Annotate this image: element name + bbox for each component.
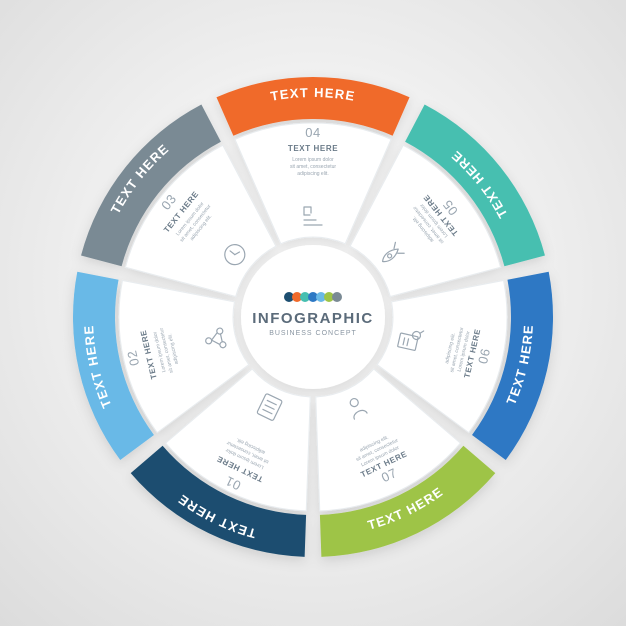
segment-body-line: adipiscing elit. <box>297 171 328 177</box>
segment-title: TEXT HERE <box>288 144 338 153</box>
center-subtitle: BUSINESS CONCEPT <box>269 330 357 337</box>
segment-number: 04 <box>305 125 320 140</box>
center-dot <box>332 292 342 302</box>
radial-infographic: TEXT HERE01TEXT HERELorem ipsum dolorsit… <box>0 0 626 626</box>
infographic-stage: TEXT HERE01TEXT HERELorem ipsum dolorsit… <box>0 0 626 626</box>
segment-body-line: Lorem ipsum dolor <box>292 157 334 163</box>
center-title: INFOGRAPHIC <box>252 310 374 327</box>
segment-body-line: sit amet, consectetur <box>290 164 336 170</box>
